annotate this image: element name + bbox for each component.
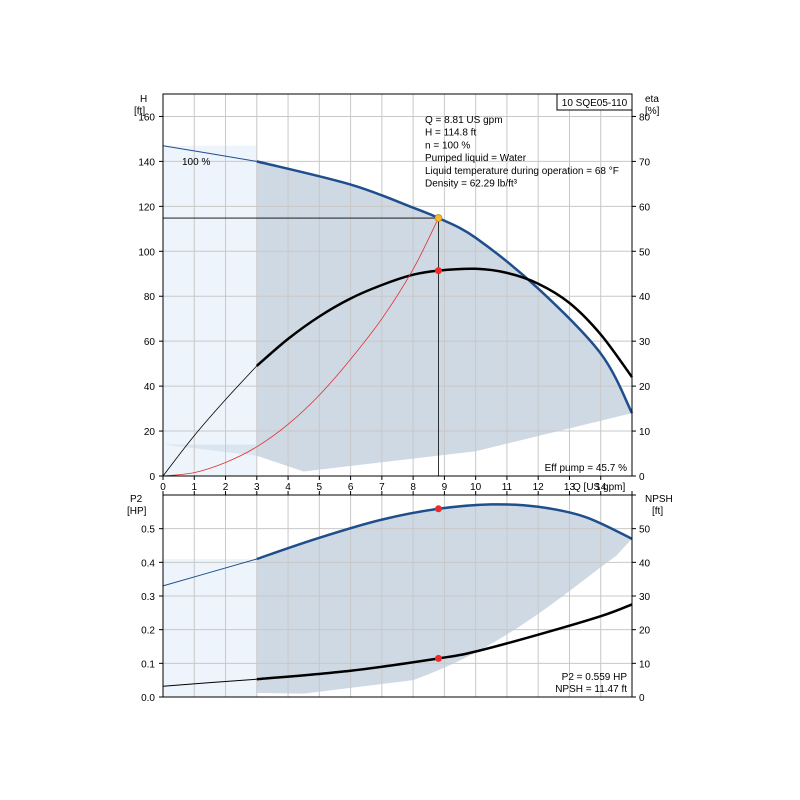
head-axis-unit: [ft] — [134, 106, 145, 117]
speed-label: 100 % — [182, 157, 210, 168]
npsh-tick-label: 30 — [639, 592, 651, 603]
flow-tick-label: 3 — [254, 482, 260, 493]
eta-tick-label: 0 — [639, 472, 645, 483]
eta-tick-label: 30 — [639, 337, 651, 348]
npsh-tick-label: 10 — [639, 659, 651, 670]
head-tick-label: 160 — [138, 112, 155, 123]
head-tick-label: 60 — [144, 337, 156, 348]
npsh-tick-label: 20 — [639, 626, 651, 637]
eta-axis-title: eta — [645, 94, 659, 105]
flow-tick-label: 4 — [285, 482, 291, 493]
efficiency-curve-thin — [162, 365, 258, 477]
p2-curve — [256, 503, 633, 561]
flow-tick-label: 6 — [348, 482, 354, 493]
head-curve — [256, 160, 634, 414]
p2-axis-title: P2 — [130, 494, 143, 505]
duty-info-line: H = 114.8 ft — [425, 128, 476, 139]
flow-tick-label: 2 — [223, 482, 229, 493]
duty-info-line: Pumped liquid = Water — [425, 153, 527, 164]
npsh-curve-thin — [162, 678, 257, 687]
flow-tick-label: 14 — [595, 482, 607, 493]
flow-tick-label: 13 — [564, 482, 576, 493]
flow-tick-label: 11 — [502, 482, 513, 493]
p2-tick-label: 0.2 — [141, 626, 155, 637]
head-curve-thin — [162, 145, 257, 162]
duty-info-line: Liquid temperature during operation = 68… — [425, 166, 619, 177]
head-tick-label: 0 — [149, 472, 155, 483]
model-label-box — [556, 93, 633, 111]
low-flow-shade — [163, 444, 257, 456]
p2-tick-label: 0.3 — [141, 592, 155, 603]
p2-tick-label: 0.5 — [141, 525, 155, 536]
flow-tick-label: 8 — [410, 482, 416, 493]
p2-tick-label: 0.1 — [141, 659, 155, 670]
duty-info-line: Density = 62.29 lb/ft³ — [425, 179, 518, 190]
npsh-curve — [256, 603, 633, 681]
head-tick-label: 140 — [138, 157, 155, 168]
flow-tick-label: 12 — [533, 482, 545, 493]
duty-point-marker — [434, 214, 443, 222]
p2-axis-unit: [HP] — [127, 506, 147, 517]
npsh-point-marker — [434, 654, 442, 662]
flow-tick-label: 10 — [470, 482, 482, 493]
head-tick-label: 80 — [144, 292, 156, 303]
power-npsh-panel: 0.0 0.1 0.2 0.3 0.4 0.5 0 10 20 30 40 50 P2 [HP] NP… — [127, 491, 673, 704]
p2-tick-label: 0.4 — [141, 558, 155, 569]
flow-tick-label: 1 — [191, 482, 197, 493]
head-tick-label: 40 — [144, 382, 156, 393]
low-flow-region — [163, 145, 257, 476]
head-axis-title: H — [140, 94, 147, 105]
duty-info-line: n = 100 % — [425, 140, 470, 151]
efficiency-point-marker — [434, 267, 442, 275]
head-panel-frame — [162, 93, 633, 477]
eta-axis-unit: [%] — [645, 106, 660, 117]
head-tick-label: 120 — [138, 202, 155, 213]
eta-tick-label: 10 — [639, 427, 651, 438]
flow-tick-label: 5 — [317, 482, 323, 493]
npsh-tick-label: 0 — [639, 693, 645, 704]
npsh-tick-label: 40 — [639, 558, 651, 569]
head-tick-label: 20 — [144, 427, 156, 438]
flow-tick-label: 9 — [442, 482, 448, 493]
head-efficiency-panel: 0 20 40 60 80 100 120 140 160 0 10 20 30 40 50 60 70 80 0 1… — [134, 93, 660, 493]
power-info-line: NPSH = 11.47 ft — [555, 684, 627, 695]
npsh-tick-label: 50 — [639, 525, 651, 536]
flow-axis-title: Q [US gpm] — [573, 482, 625, 493]
eta-tick-label: 40 — [639, 292, 651, 303]
power-info-line: P2 = 0.559 HP — [562, 672, 628, 683]
duty-info-line: Q = 8.81 US gpm — [425, 115, 503, 126]
head-tick-label: 100 — [138, 247, 155, 258]
flow-tick-label: 7 — [379, 482, 385, 493]
eta-tick-label: 50 — [639, 247, 651, 258]
p2-curve-thin — [162, 558, 257, 587]
flow-tick-label: 0 — [160, 482, 166, 493]
system-curve — [162, 217, 439, 477]
low-flow-region — [163, 558, 257, 697]
power-panel-frame — [162, 494, 633, 698]
p2-tick-label: 0.0 — [141, 693, 155, 704]
p2-point-marker — [434, 505, 442, 513]
eta-tick-label: 70 — [639, 157, 651, 168]
npsh-axis-title: NPSH — [645, 494, 673, 505]
eta-tick-label: 20 — [639, 382, 651, 393]
pump-model-label: 10 SQE05-110 — [562, 98, 628, 109]
eta-tick-label: 80 — [639, 112, 651, 123]
npsh-axis-unit: [ft] — [652, 506, 663, 517]
eff-pump-note: Eff pump = 45.7 % — [545, 463, 627, 474]
eta-tick-label: 60 — [639, 202, 651, 213]
